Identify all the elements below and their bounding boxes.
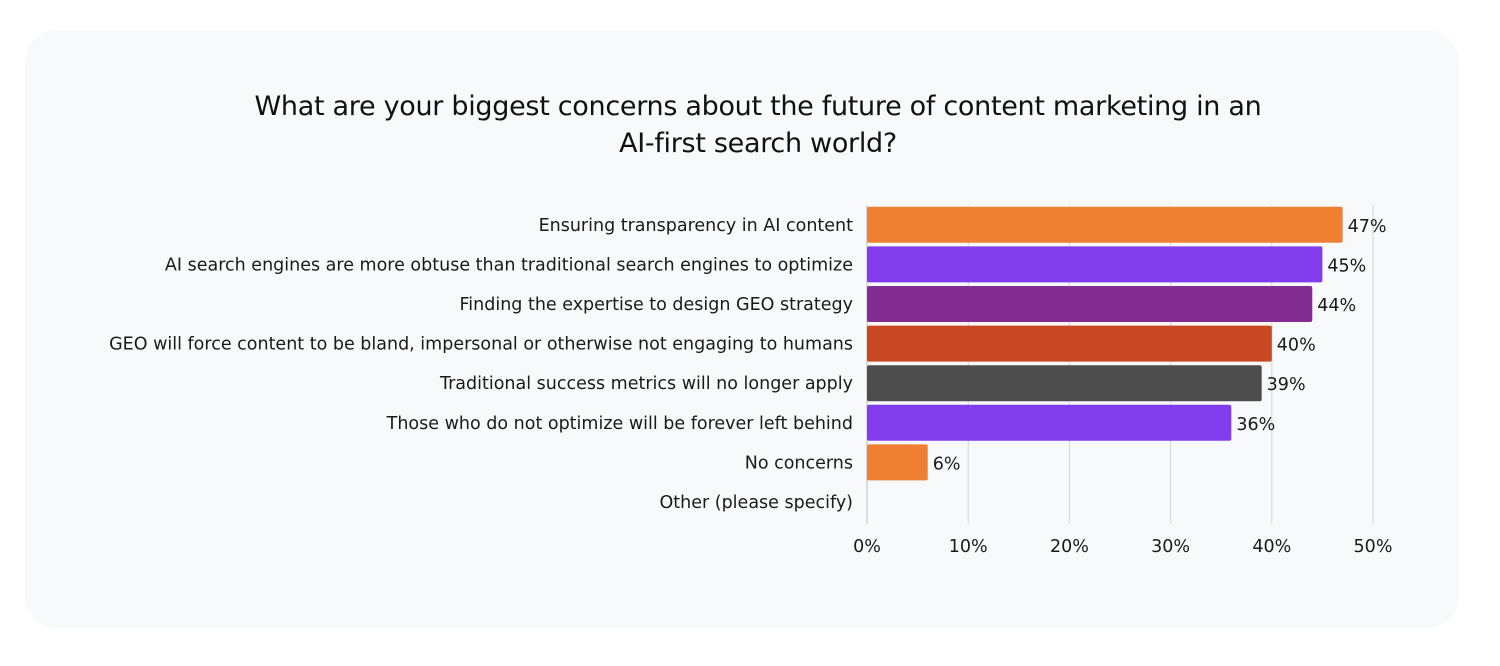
category-label: Other (please specify) — [660, 493, 854, 513]
chart-title-line-1: What are your biggest concerns about the… — [254, 91, 1262, 122]
category-labels: Ensuring transparency in AI content AI se… — [109, 216, 853, 513]
category-label: Finding the expertise to design GEO stra… — [459, 295, 853, 315]
x-tick-label: 50% — [1354, 537, 1393, 557]
value-label: 45% — [1327, 256, 1366, 276]
bar — [867, 325, 1272, 362]
category-label: Those who do not optimize will be foreve… — [386, 414, 853, 434]
category-label: No concerns — [745, 453, 853, 473]
value-label: 47% — [1348, 217, 1387, 237]
chart-title-line-2: AI-first search world? — [619, 128, 897, 159]
value-label: 36% — [1236, 415, 1275, 435]
category-label: Traditional success metrics will no long… — [439, 374, 853, 394]
category-label: AI search engines are more obtuse than t… — [165, 255, 853, 275]
bar — [867, 444, 928, 481]
value-label: 44% — [1317, 296, 1356, 316]
x-tick-label: 20% — [1050, 537, 1089, 557]
bar — [867, 365, 1262, 402]
x-tick-labels: 0% 10% 20% 30% 40% 50% — [853, 537, 1392, 557]
bars — [867, 206, 1343, 481]
x-tick-label: 0% — [853, 537, 881, 557]
value-label: 39% — [1267, 375, 1306, 395]
category-label: GEO will force content to be bland, impe… — [109, 335, 853, 355]
value-label: 40% — [1277, 336, 1316, 356]
x-tick-label: 30% — [1151, 537, 1190, 557]
bar — [867, 246, 1323, 283]
bar — [867, 286, 1313, 322]
x-tick-label: 40% — [1252, 537, 1291, 557]
value-labels: 47% 45% 44%40% 39% 36% 6% — [933, 217, 1387, 475]
x-tick-label: 10% — [949, 537, 988, 557]
value-label: 6% — [933, 454, 961, 474]
chart-title: What are your biggest concerns about the… — [0, 88, 1500, 162]
category-label: Ensuring transparency in AI content — [539, 216, 854, 236]
bar — [867, 206, 1343, 243]
bar — [867, 404, 1232, 441]
